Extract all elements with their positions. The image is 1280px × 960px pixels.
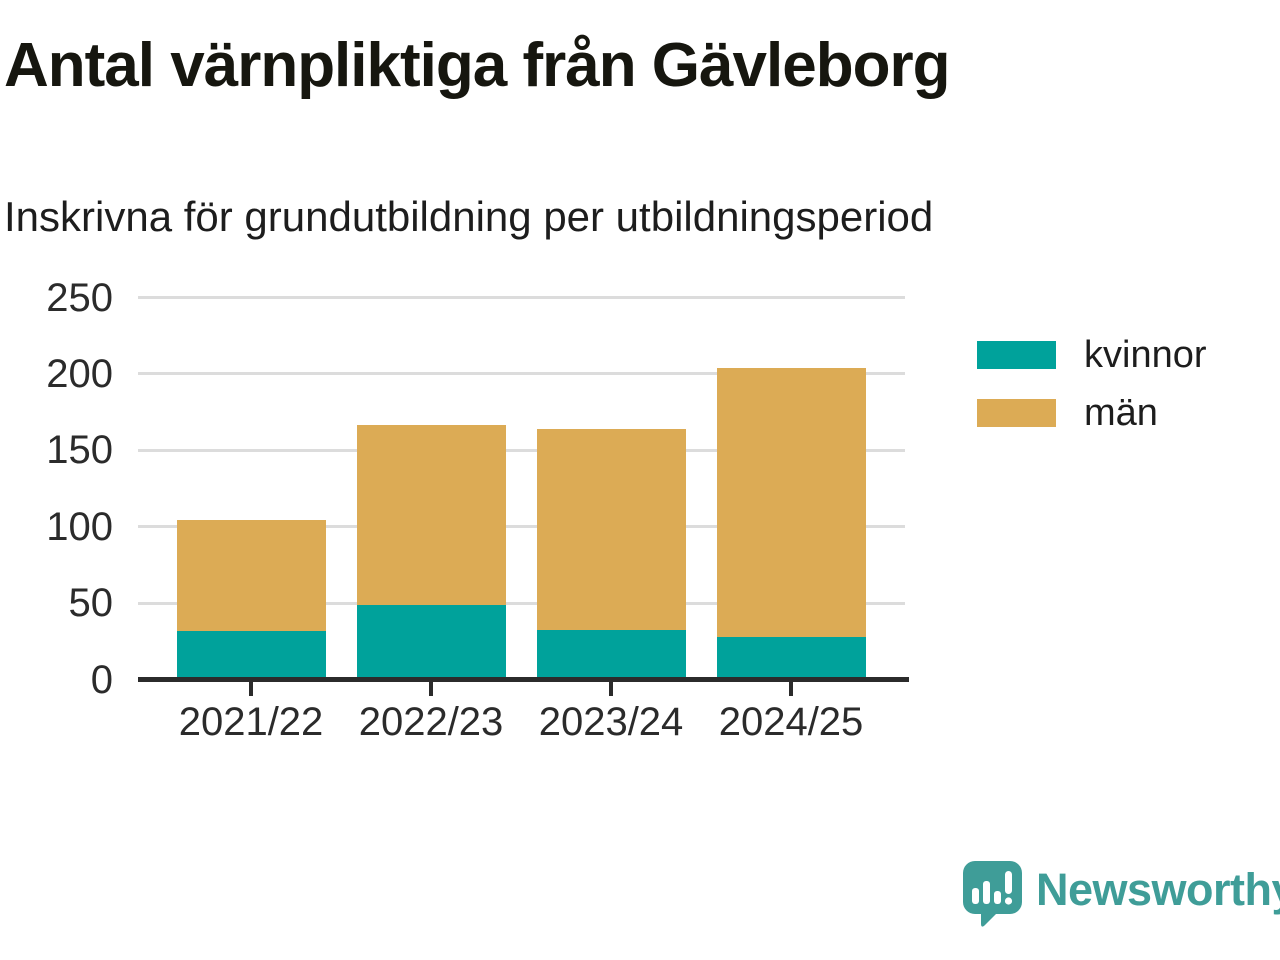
gridline-y-250 bbox=[138, 296, 905, 299]
x-axis-tick-2022-23 bbox=[429, 682, 433, 696]
gridline-y-200 bbox=[138, 372, 905, 376]
chart-subtitle: Inskrivna för grundutbildning per utbild… bbox=[4, 193, 934, 240]
gridline-y-150 bbox=[138, 448, 905, 452]
chart-title: Antal värnpliktiga från Gävleborg bbox=[4, 31, 950, 100]
y-axis-tick-label-200: 200 bbox=[46, 351, 113, 396]
bar-segment-m-n-2024-25 bbox=[716, 368, 866, 638]
y-axis-tick-label-0: 0 bbox=[90, 657, 113, 702]
x-axis-tick-2021-22 bbox=[249, 682, 253, 696]
bar-segment-kvinnor-2022-23 bbox=[356, 605, 506, 677]
legend-item-m-n: män bbox=[977, 392, 1158, 434]
legend-swatch-kvinnor bbox=[977, 341, 1056, 369]
y-axis-tick-label-50: 50 bbox=[68, 581, 114, 626]
newsworthy-logo: Newsworthy bbox=[962, 860, 1280, 927]
bar-segment-m-n-2021-22 bbox=[176, 519, 326, 632]
x-axis-tick-2024-25 bbox=[789, 682, 793, 696]
gridline-y-100 bbox=[138, 525, 905, 529]
legend-swatch-m-n bbox=[977, 399, 1056, 427]
bar-segment-kvinnor-2021-22 bbox=[176, 631, 326, 677]
brand-name: Newsworthy bbox=[1036, 863, 1280, 915]
newsworthy-chart-bubble-icon bbox=[963, 861, 1022, 927]
legend-label-kvinnor: kvinnor bbox=[1084, 333, 1207, 376]
bar-segment-m-n-2023-24 bbox=[536, 429, 686, 630]
y-axis-tick-label-150: 150 bbox=[46, 428, 113, 473]
bar-segment-kvinnor-2024-25 bbox=[716, 637, 866, 677]
legend-item-kvinnor: kvinnor bbox=[977, 334, 1207, 376]
x-axis-tick-label-2023-24: 2023/24 bbox=[538, 700, 684, 744]
bar-segment-m-n-2022-23 bbox=[356, 424, 506, 606]
x-axis-tick-2023-24 bbox=[609, 682, 613, 696]
y-axis-tick-label-250: 250 bbox=[46, 275, 113, 320]
x-axis-line bbox=[138, 677, 909, 682]
y-axis-tick-label-100: 100 bbox=[46, 504, 113, 549]
x-axis-tick-label-2024-25: 2024/25 bbox=[718, 700, 864, 744]
gridline-y-50 bbox=[138, 601, 905, 605]
bar-segment-kvinnor-2023-24 bbox=[536, 629, 686, 677]
legend-label-m-n: män bbox=[1084, 391, 1158, 434]
x-axis-tick-label-2022-23: 2022/23 bbox=[358, 700, 504, 744]
x-axis-tick-label-2021-22: 2021/22 bbox=[178, 700, 324, 744]
